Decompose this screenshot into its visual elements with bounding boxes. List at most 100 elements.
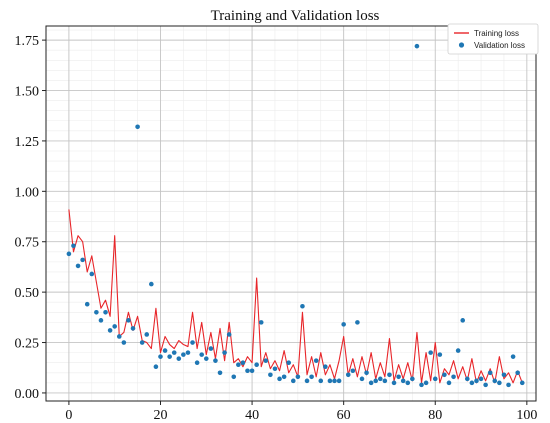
validation-loss-point: [400, 378, 406, 384]
validation-loss-point: [469, 380, 475, 386]
validation-loss-point: [309, 374, 314, 380]
validation-loss-point: [377, 376, 383, 382]
validation-loss-point: [510, 354, 516, 359]
validation-loss-point: [181, 352, 186, 357]
validation-loss-point: [254, 362, 259, 368]
plot-frame: [45, 25, 537, 402]
validation-loss-point: [396, 374, 401, 380]
y-tick-label: 1.25: [15, 135, 40, 150]
validation-loss-point: [281, 374, 287, 380]
validation-loss-point: [75, 263, 81, 269]
validation-loss-point: [432, 376, 438, 382]
validation-loss-point: [167, 354, 172, 359]
validation-loss-point: [519, 380, 525, 386]
validation-loss-point: [515, 370, 520, 376]
validation-loss-point: [268, 372, 273, 378]
validation-loss-point: [474, 378, 479, 384]
validation-loss-point: [391, 380, 397, 386]
validation-loss-point: [446, 380, 452, 386]
validation-loss-point: [272, 366, 278, 372]
x-tick-label: 100: [516, 408, 537, 423]
validation-loss-point: [419, 382, 424, 388]
legend-box: [447, 23, 539, 55]
validation-loss-point: [336, 378, 342, 384]
training-loss-line: [68, 209, 523, 384]
validation-loss-point: [185, 350, 191, 355]
validation-loss-point: [423, 380, 429, 386]
validation-loss-point: [483, 382, 488, 388]
validation-loss-point: [162, 348, 168, 353]
validation-loss-point: [126, 318, 131, 323]
validation-loss-point: [149, 281, 154, 287]
validation-loss-point: [368, 380, 374, 386]
validation-loss-point: [382, 378, 388, 384]
validation-loss-point: [107, 328, 113, 333]
chart-title: Training and Validation loss: [211, 8, 380, 24]
validation-loss-point: [203, 356, 209, 361]
legend-label-training: Training loss: [474, 29, 519, 38]
validation-loss-point: [455, 348, 461, 353]
validation-loss-point: [364, 370, 369, 376]
validation-loss-point: [176, 356, 182, 361]
validation-loss-point: [451, 374, 456, 380]
validation-loss-point: [194, 360, 200, 365]
validation-loss-point: [190, 340, 195, 345]
validation-loss-point: [295, 374, 301, 380]
validation-loss-point: [240, 360, 246, 365]
validation-loss-point: [341, 322, 346, 327]
validation-loss-point: [130, 326, 136, 331]
x-tick-label: 40: [245, 408, 259, 423]
validation-loss-point: [387, 372, 392, 378]
validation-loss-point: [355, 320, 360, 325]
validation-loss-point: [144, 332, 150, 337]
validation-loss-point: [350, 368, 356, 374]
validation-loss-point: [410, 376, 415, 382]
validation-loss-point: [478, 376, 484, 382]
validation-loss-point: [501, 372, 507, 378]
validation-loss-point: [300, 303, 305, 309]
validation-loss-point: [98, 318, 104, 323]
y-tick-label: 0.50: [15, 286, 40, 301]
validation-loss-point: [71, 243, 76, 249]
validation-loss-point: [304, 378, 310, 384]
validation-loss-point: [492, 378, 498, 384]
validation-loss-point: [231, 374, 237, 380]
major-gridlines: [46, 26, 536, 401]
validation-loss-point: [217, 370, 223, 376]
validation-loss-point: [245, 368, 250, 374]
validation-loss-point: [226, 332, 232, 337]
x-tick-label: 0: [65, 408, 72, 423]
validation-loss-point: [487, 370, 493, 376]
validation-loss-point: [442, 372, 447, 378]
validation-loss-point: [222, 350, 227, 355]
axis-ticks: 0 20 40 60 80 100 0.00 0.25 0.50 0.75 1.00 1.25 1.50…: [15, 34, 538, 423]
validation-loss-point: [171, 350, 177, 355]
validation-loss-point: [286, 360, 292, 365]
x-tick-label: 20: [153, 408, 167, 423]
validation-loss-point: [112, 324, 117, 329]
y-tick-label: 1.75: [15, 34, 40, 49]
legend: Training loss Validation loss: [447, 23, 539, 55]
validation-loss-point: [94, 309, 99, 315]
validation-loss-point: [158, 354, 163, 359]
validation-loss-point: [290, 378, 296, 384]
validation-loss-point: [414, 43, 420, 49]
validation-loss-point: [318, 378, 324, 384]
validation-loss-point: [327, 378, 333, 384]
validation-loss-point: [497, 380, 502, 386]
validation-loss-point: [139, 340, 145, 345]
validation-loss-point: [373, 378, 379, 384]
validation-loss-point: [313, 358, 319, 363]
y-tick-label: 0.00: [15, 387, 40, 402]
validation-loss-point: [89, 271, 95, 277]
plot-content: [66, 43, 525, 388]
validation-loss-point: [135, 124, 140, 130]
validation-loss-point: [465, 376, 470, 382]
validation-loss-point: [66, 251, 72, 257]
validation-loss-point: [213, 358, 218, 363]
validation-loss-point: [332, 378, 337, 384]
validation-loss-point: [345, 372, 351, 378]
legend-dot-marker: [458, 42, 465, 48]
y-tick-label: 1.00: [15, 185, 40, 200]
